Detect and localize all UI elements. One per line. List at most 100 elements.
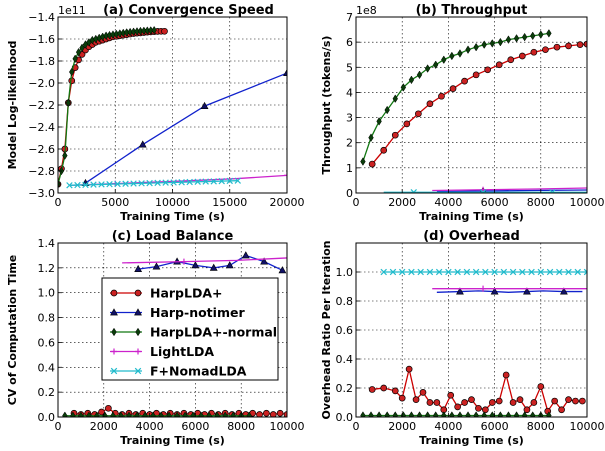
marker-f-nomadlda [154,179,161,187]
y-tick-label: 0.2 [38,386,56,399]
marker-harplda [447,391,455,399]
marker-harplda [405,365,413,373]
marker-harplda [565,42,572,50]
marker-harplda [98,408,105,416]
marker-f-nomadlda [380,268,387,276]
marker-harp-notimer [225,261,234,269]
marker-harplda [558,406,565,414]
y-tick-label: 1.0 [38,287,56,300]
marker-f-nomadlda [186,178,193,186]
marker-harp-notimer [490,287,499,295]
marker-harplda-normal [158,411,164,417]
marker-f-nomadlda [194,178,201,186]
series-lightlda [122,257,287,265]
marker-harplda-normal [481,40,487,49]
marker-f-nomadlda [134,367,142,375]
marker-harplda-normal [432,60,439,70]
marker-f-nomadlda [398,268,406,276]
series-harplda [58,27,168,188]
marker-harplda [110,289,118,297]
marker-harplda-normal [360,157,366,166]
marker-harplda-normal [449,411,455,417]
marker-harplda [263,409,270,417]
marker-harplda [403,120,411,128]
marker-harplda [415,110,422,118]
series-harplda-normal [360,29,552,166]
marker-harplda-normal [441,55,447,65]
marker-harplda-normal [513,411,520,417]
marker-f-nomadlda [410,189,417,193]
marker-harplda [283,411,287,417]
marker-harp-notimer [559,287,568,295]
line-harplda [371,43,587,165]
marker-f-nomadlda [210,178,217,185]
marker-harplda-normal [368,133,374,142]
y-tick-label: 1 [346,162,353,175]
legend: HarpLDA+ Harp-notimer HarpLDA+-normal Light… [101,277,279,381]
line-harplda [58,30,165,185]
marker-f-nomadlda [537,268,545,276]
marker-harplda-normal [376,117,382,126]
series-harplda [368,40,587,168]
y-tick-label: −1.6 [28,33,55,46]
marker-f-nomadlda [549,189,556,193]
x-tick-label: 0 [55,196,62,209]
series-harplda-normal [58,25,157,189]
marker-f-nomadlda [417,268,424,276]
marker-harplda [518,52,526,60]
marker-f-nomadlda [556,268,563,276]
marker-harplda-normal [513,34,520,43]
marker-harplda-normal [58,179,61,189]
x-tick-label: 15000 [212,196,247,209]
marker-harplda-normal [72,54,78,64]
marker-harplda [426,100,434,108]
x-tick-label: 4000 [136,420,164,433]
marker-f-nomadlda [234,177,241,184]
marker-harplda [516,396,524,403]
chart-d: 0 2000 4000 6000 8000 10000 0.0 0.2 0.4 0.6 0.8 1.0… [320,229,605,447]
marker-f-nomadlda [528,268,535,276]
marker-f-nomadlda [138,180,145,187]
y-tick-label: 0.0 [38,411,56,424]
y-tick-label: 0.8 [38,312,56,325]
y-tick-label: 1.2 [38,262,56,275]
chart-title: (a) Convergence Speed [103,3,274,18]
marker-f-nomadlda [500,268,508,276]
marker-harplda [391,387,399,395]
marker-harplda-normal [62,151,68,160]
marker-f-nomadlda [454,268,461,276]
marker-harplda-normal [465,45,471,54]
line-lightlda [432,187,587,192]
marker-f-nomadlda [389,268,397,276]
y-tick-label: −2.4 [28,121,55,134]
marker-harplda [276,409,284,417]
x-tick-label: 0 [353,420,360,433]
marker-harp-notimer [134,308,142,316]
marker-harplda [502,371,510,379]
x-axis-label: Training Time (s) [419,210,524,223]
marker-lightlda [480,285,487,292]
y-tick-label: −2.6 [28,143,55,156]
x-tick-label: 4000 [434,196,462,209]
y-axis-exponent: 1e11 [58,4,86,17]
marker-harplda-normal [465,411,471,417]
marker-harplda [368,160,376,168]
y-tick-label: 0.6 [38,336,56,349]
marker-harplda-normal [505,35,512,44]
series-layer [360,268,587,417]
marker-harplda-normal [214,411,220,417]
marker-harp-notimer [523,287,531,295]
marker-harplda-normal [481,411,487,417]
series-f-nomadlda [380,268,587,276]
marker-harp-notimer [152,262,161,270]
line-harp-notimer [436,290,583,293]
x-tick-label: 6000 [481,196,509,209]
marker-harplda [530,399,538,406]
marker-lightlda [111,348,117,355]
y-tick-label: 1.0 [336,266,354,279]
legend-item-harplda-normal: HarpLDA+-normal [110,325,277,340]
marker-f-nomadlda [546,268,554,276]
marker-harplda-normal [151,25,157,35]
marker-harplda [495,61,503,69]
line-harp-notimer [436,189,587,193]
